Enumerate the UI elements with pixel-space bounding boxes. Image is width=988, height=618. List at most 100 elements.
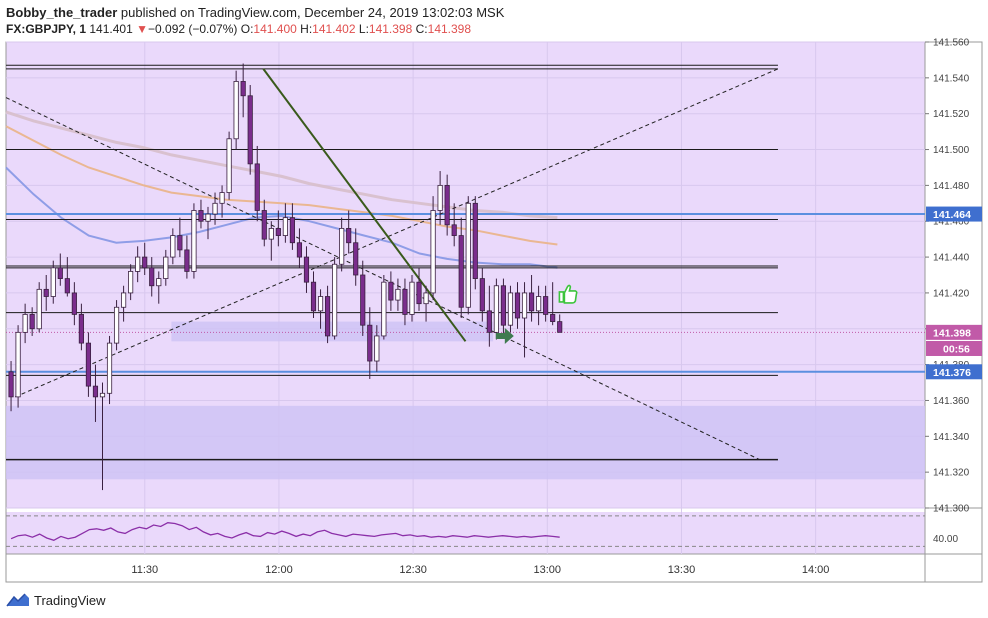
candle-body (205, 213, 211, 222)
candle-body (71, 292, 77, 315)
price-label-text: 141.398 (933, 327, 971, 339)
candle-body (317, 296, 324, 312)
tradingview-brand[interactable]: TradingView (34, 592, 106, 608)
candle-body (381, 281, 387, 337)
candle-body (247, 95, 253, 165)
price-label-badge (926, 364, 982, 380)
candle-body (486, 310, 492, 333)
candle-body (437, 184, 443, 211)
candle-body (36, 288, 42, 330)
candle-body (310, 281, 317, 312)
candle-body (479, 278, 485, 312)
candle-body (303, 256, 310, 283)
candle-body (254, 163, 260, 211)
candle-body (226, 138, 232, 193)
candle-body (536, 296, 542, 312)
candle-body (233, 81, 239, 140)
candle-body (22, 314, 28, 333)
x-tick-label: 12:00 (265, 564, 293, 576)
x-tick-label: 13:00 (534, 564, 562, 576)
x-tick-label: 11:30 (131, 564, 158, 576)
high-value: 141.402 (312, 22, 356, 36)
candle-body (198, 210, 204, 222)
candle-body (451, 224, 457, 236)
candle-body (514, 292, 521, 319)
open-value: 141.400 (253, 22, 297, 36)
price-change: −0.092 (−0.07%) (148, 22, 238, 36)
price-chart-svg[interactable]: 141.560 141.540 141.520 141.500 141.480 141.4… (0, 0, 988, 590)
candle-body (15, 331, 21, 398)
candle-body (346, 227, 352, 244)
candle-body (261, 210, 267, 240)
candle-body (191, 210, 197, 272)
symbol-line: FX:GBPJPY, 1 141.401 ▼−0.092 (−0.07%) O:… (6, 21, 982, 38)
candle-body (543, 296, 549, 315)
thumbs-up-icon (558, 284, 578, 304)
y-tick-label: 141.480 (933, 181, 970, 192)
down-arrow-icon: ▼ (136, 22, 148, 36)
candle-body (367, 324, 373, 362)
candle-body (332, 263, 338, 337)
arrow-right-icon (495, 327, 514, 344)
candle-body (85, 342, 92, 387)
published-text: published on TradingView.com, December 2… (120, 5, 505, 20)
low-label: L: (358, 22, 369, 36)
footer: TradingView (6, 590, 106, 610)
price-label-badge (926, 324, 982, 340)
arrow-right-shape (495, 327, 514, 344)
last-price: 141.401 (89, 22, 133, 36)
candle-body (121, 292, 127, 308)
candle-body (472, 202, 478, 279)
y-tick-label: 141.420 (933, 288, 970, 299)
x-tick-label: 12:30 (399, 564, 427, 576)
candle-body (550, 314, 556, 322)
candle-body (402, 288, 408, 315)
candle-body (423, 292, 429, 305)
solid-trendline (262, 68, 467, 342)
open-label: O: (240, 22, 254, 36)
candle-body (388, 281, 394, 301)
candle-body (142, 256, 148, 269)
y-tick-label: 141.320 (933, 468, 970, 479)
y-tick-label: 141.340 (933, 432, 970, 443)
candle-body (8, 371, 14, 398)
candle-body (289, 217, 295, 244)
author-name[interactable]: Bobby_the_trader (6, 5, 118, 20)
candle-body (339, 227, 345, 265)
y-tick-label: 141.460 (933, 217, 970, 228)
y-tick-label: 141.440 (933, 253, 970, 264)
y-tick-label: 141.520 (933, 109, 970, 120)
y-tick-label: 141.560 (933, 38, 970, 49)
candle-body (135, 256, 141, 272)
candle-body (177, 235, 183, 251)
candle-body (528, 292, 535, 312)
candle-body (57, 267, 63, 279)
price-label-text: 141.464 (933, 209, 971, 221)
candle-body (557, 321, 563, 333)
price-label-badge (926, 340, 982, 356)
candle-body (29, 314, 35, 330)
candle-body (64, 278, 70, 294)
rsi-pane-background (6, 512, 925, 554)
candle-body (430, 210, 436, 294)
candle-body (99, 392, 106, 398)
y-tick-label: 141.540 (933, 73, 970, 84)
x-tick-label: 13:30 (668, 564, 696, 576)
candle-body (507, 292, 514, 326)
candle-body (92, 385, 99, 398)
y-tick-label: 141.360 (933, 396, 970, 407)
price-label-text: 141.376 (933, 367, 971, 379)
candle-body (409, 281, 415, 315)
x-tick-label: 14:00 (802, 564, 830, 576)
rsi-tick-label: 40.00 (933, 534, 958, 545)
moving-average-line (5, 110, 558, 220)
moving-average-line (5, 125, 558, 246)
chart-area[interactable]: 141.560 141.540 141.520 141.500 141.480 141.4… (0, 0, 988, 595)
tradingview-logo-icon[interactable] (6, 592, 30, 608)
publish-line: Bobby_the_trader published on TradingVie… (6, 4, 982, 21)
candle-body (128, 271, 134, 294)
candle-body (444, 184, 450, 226)
candle-body (374, 335, 380, 362)
candle-body (395, 288, 401, 301)
price-label-badge (926, 206, 982, 222)
